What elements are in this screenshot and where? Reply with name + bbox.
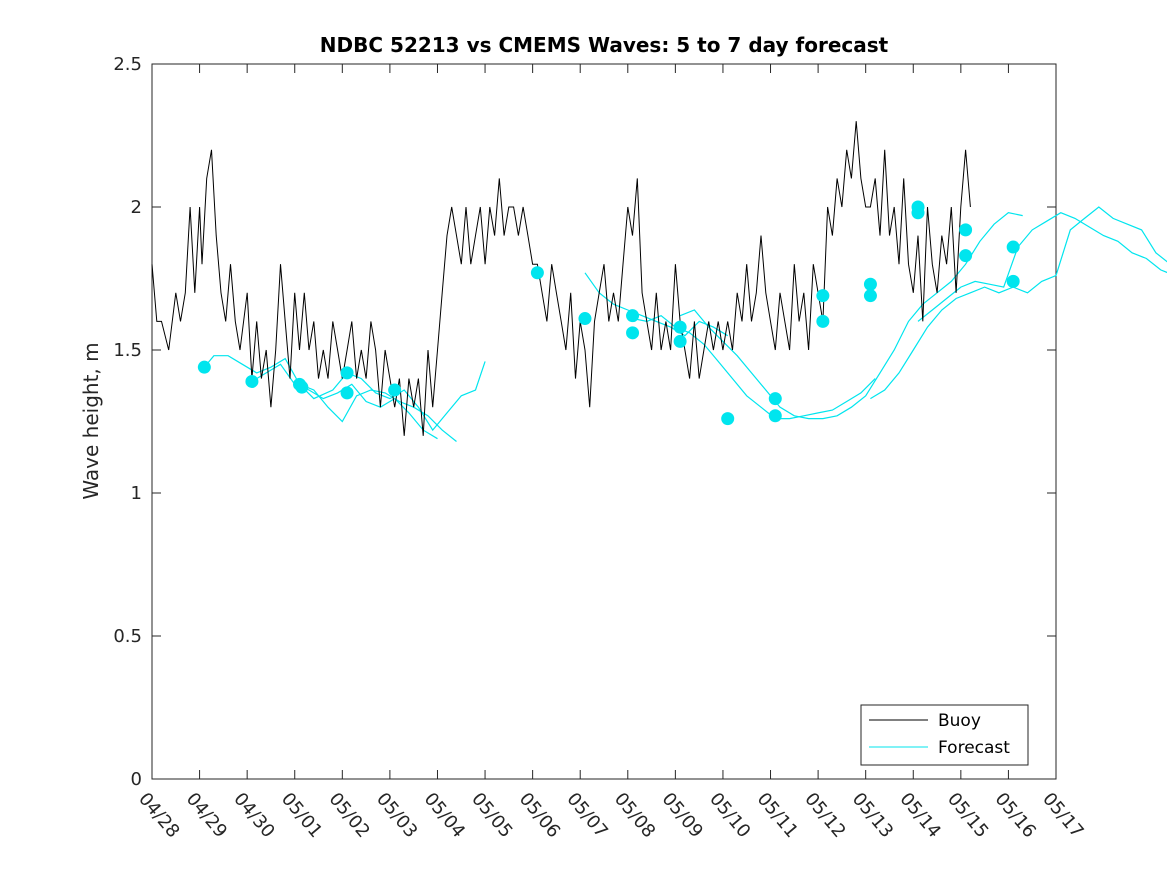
forecast-marker xyxy=(340,366,354,380)
forecast-line xyxy=(584,272,729,337)
forecast-marker xyxy=(673,320,687,334)
chart-title: NDBC 52213 vs CMEMS Waves: 5 to 7 day fo… xyxy=(320,33,889,57)
legend-label-forecast: Forecast xyxy=(938,738,1010,758)
forecast-marker xyxy=(673,334,687,348)
buoy-line xyxy=(151,121,971,436)
y-tick-label: 0.5 xyxy=(113,626,142,647)
forecast-marker xyxy=(816,314,830,328)
forecast-marker xyxy=(626,326,640,340)
y-tick-label: 1.5 xyxy=(113,340,142,361)
forecast-marker xyxy=(245,374,259,388)
forecast-marker xyxy=(863,277,877,291)
forecast-markers xyxy=(197,200,1020,426)
y-tick-label: 1 xyxy=(131,483,142,504)
forecast-marker xyxy=(340,386,354,400)
y-tick-label: 2.5 xyxy=(113,54,142,75)
forecast-line xyxy=(870,206,1167,400)
forecast-line xyxy=(679,212,1023,420)
forecast-marker xyxy=(1006,274,1020,288)
forecast-line xyxy=(299,383,457,442)
forecast-marker xyxy=(911,206,925,220)
legend-label-buoy: Buoy xyxy=(938,711,981,731)
forecast-marker xyxy=(768,409,782,423)
y-tick-label: 2 xyxy=(131,197,142,218)
forecast-marker xyxy=(197,360,211,374)
forecast-line xyxy=(632,315,876,420)
y-axis-ticks: 0 0.5 1 1.5 2 2.5 xyxy=(113,54,1056,790)
forecast-line xyxy=(917,212,1167,322)
y-axis-label: Wave height, m xyxy=(79,342,103,499)
forecast-marker xyxy=(863,289,877,303)
forecast-marker xyxy=(295,380,309,394)
forecast-marker xyxy=(530,266,544,280)
forecast-marker xyxy=(626,309,640,323)
forecast-marker xyxy=(721,412,735,426)
forecast-marker xyxy=(768,392,782,406)
forecast-marker xyxy=(816,289,830,303)
forecast-marker xyxy=(578,312,592,326)
y-tick-label: 0 xyxy=(131,769,142,790)
plot-area xyxy=(151,63,1057,780)
buoy-series xyxy=(151,121,971,436)
forecast-marker xyxy=(1006,240,1020,254)
legend: Buoy Forecast xyxy=(860,704,1029,766)
forecast-marker xyxy=(959,223,973,237)
forecast-marker xyxy=(388,383,402,397)
forecast-marker xyxy=(959,249,973,263)
legend-box xyxy=(860,704,1029,766)
